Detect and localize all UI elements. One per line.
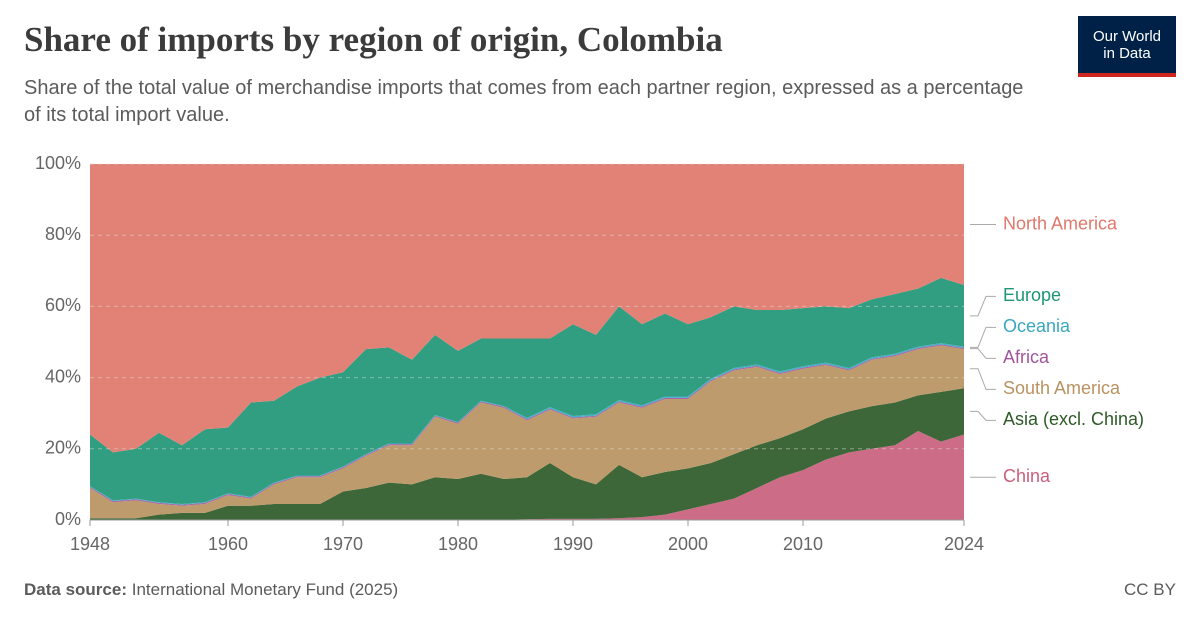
label-connector [970, 368, 996, 390]
label-connector [970, 295, 996, 317]
source-text: International Monetary Fund (2025) [131, 580, 399, 599]
label-connector [970, 348, 996, 359]
y-tick-label: 100% [35, 153, 81, 173]
license[interactable]: CC BY [1124, 580, 1176, 599]
legend-label: Europe [1003, 285, 1061, 305]
logo[interactable]: Our World in Data [1078, 16, 1176, 77]
chart-subtitle: Share of the total value of merchandise … [24, 77, 1024, 126]
label-connector [970, 410, 996, 421]
area [90, 388, 964, 520]
source: Data source: International Monetary Fund… [24, 580, 398, 600]
y-tick-label: 40% [45, 366, 81, 386]
area [90, 164, 964, 453]
area [90, 345, 964, 519]
y-tick-label: 80% [45, 224, 81, 244]
logo-text: in Data [1103, 45, 1151, 62]
area [90, 431, 964, 520]
y-tick-label: 0% [55, 509, 81, 529]
x-tick-label: 2000 [668, 534, 708, 554]
legend-label: North America [1003, 213, 1118, 233]
x-tick-label: 1990 [553, 534, 593, 554]
label-connector [970, 326, 996, 348]
legend-label: China [1003, 466, 1051, 486]
logo-text: Our World [1092, 28, 1162, 45]
legend-label: Asia (excl. China) [1003, 409, 1144, 429]
x-tick-label: 1960 [208, 534, 248, 554]
x-tick-label: 1948 [70, 534, 110, 554]
legend-label: South America [1003, 378, 1121, 398]
chart-title: Share of imports by region of origin, Co… [24, 20, 723, 59]
x-tick-label: 2024 [944, 534, 984, 554]
legend-label: Africa [1003, 347, 1050, 367]
x-tick-label: 2010 [783, 534, 823, 554]
source-label: Data source: [24, 580, 127, 599]
x-tick-label: 1980 [438, 534, 478, 554]
area [90, 277, 964, 504]
legend-label: Oceania [1003, 316, 1071, 336]
x-tick-label: 1970 [323, 534, 363, 554]
y-tick-label: 60% [45, 295, 81, 315]
y-tick-label: 20% [45, 438, 81, 458]
